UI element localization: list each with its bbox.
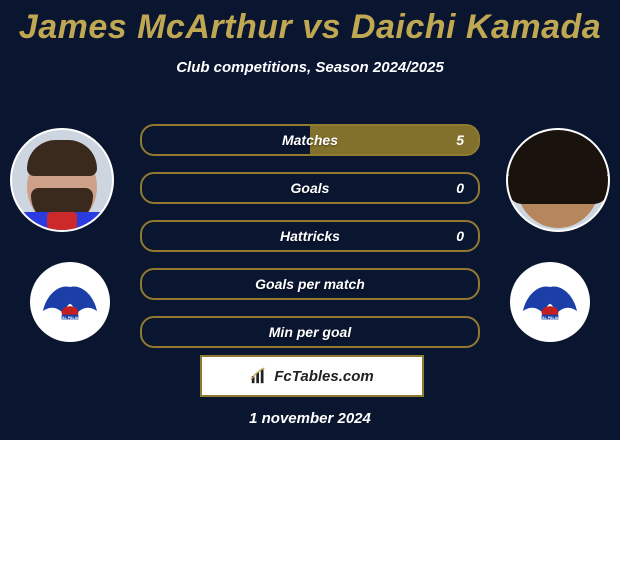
svg-text:STAL PALACE: STAL PALACE — [58, 316, 83, 320]
eagle-icon: STAL PALACE — [520, 280, 580, 324]
brand-box[interactable]: FcTables.com — [200, 355, 424, 397]
svg-text:STAL PALACE: STAL PALACE — [538, 316, 563, 320]
stat-row: Hattricks 0 — [140, 220, 480, 252]
stat-row: Min per goal — [140, 316, 480, 348]
stat-label: Min per goal — [269, 324, 351, 340]
stat-label: Matches — [282, 132, 338, 148]
page-title: James McArthur vs Daichi Kamada — [0, 0, 620, 47]
stat-row: Matches 5 — [140, 124, 480, 156]
stat-row: Goals 0 — [140, 172, 480, 204]
bar-chart-icon — [250, 367, 268, 385]
stats-container: Matches 5 Goals 0 Hattricks 0 Goals per … — [140, 124, 480, 364]
club-right-crest: STAL PALACE — [510, 262, 590, 342]
stat-label: Goals — [291, 180, 330, 196]
stat-label: Hattricks — [280, 228, 340, 244]
brand-label: FcTables.com — [274, 368, 373, 385]
stat-value: 5 — [456, 132, 464, 148]
subtitle: Club competitions, Season 2024/2025 — [0, 59, 620, 76]
comparison-card: James McArthur vs Daichi Kamada Club com… — [0, 0, 620, 440]
stat-value: 0 — [456, 180, 464, 196]
stat-value: 0 — [456, 228, 464, 244]
player-right-avatar — [506, 128, 610, 232]
eagle-icon: STAL PALACE — [40, 280, 100, 324]
date-label: 1 november 2024 — [0, 410, 620, 427]
stat-label: Goals per match — [255, 276, 365, 292]
stat-row: Goals per match — [140, 268, 480, 300]
player-left-avatar — [10, 128, 114, 232]
club-left-crest: STAL PALACE — [30, 262, 110, 342]
